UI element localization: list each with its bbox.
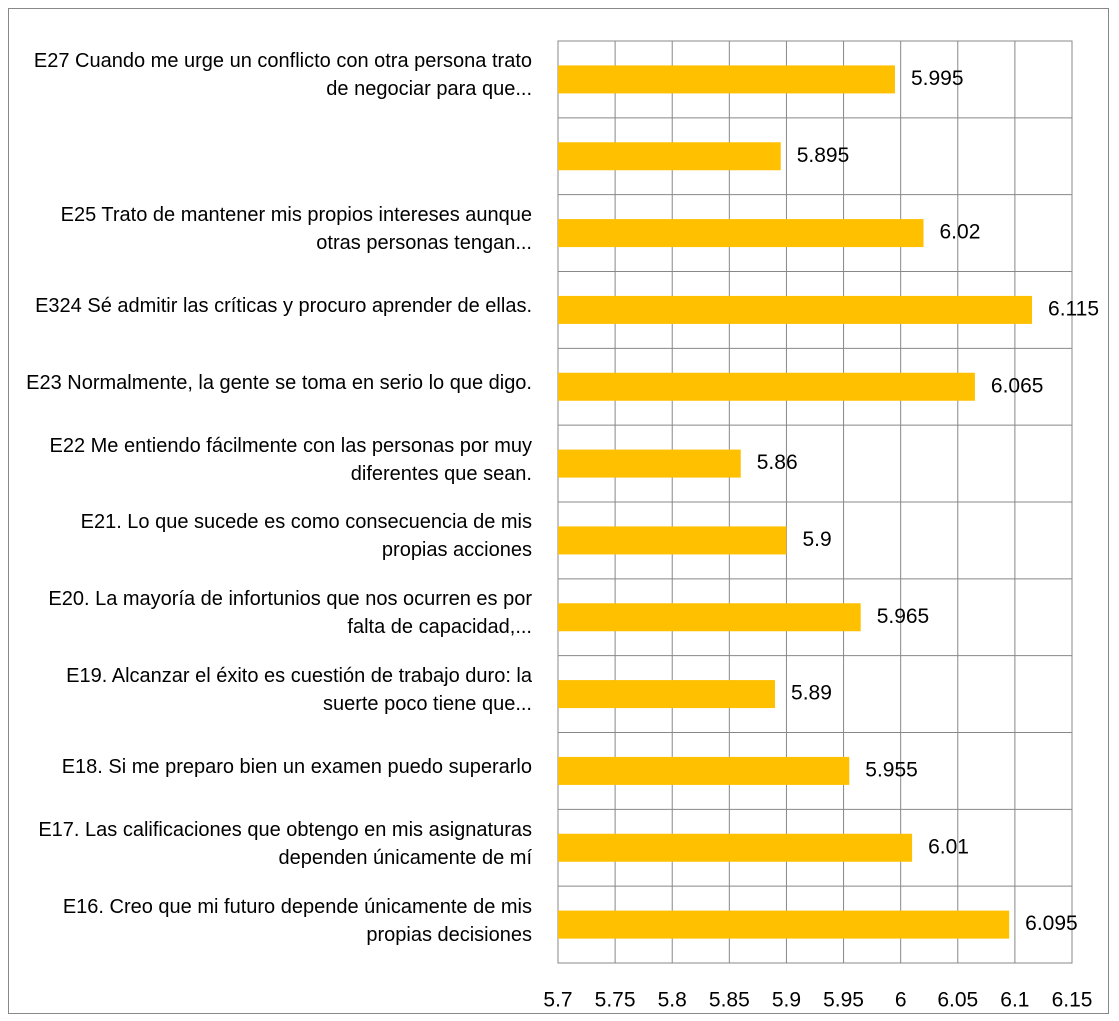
chart-frame	[8, 8, 1109, 1014]
x-tick-label: 5.8	[658, 989, 687, 1012]
x-tick-label: 6.15	[1052, 989, 1093, 1012]
bar	[558, 833, 913, 862]
value-label: 6.065	[991, 374, 1044, 397]
value-label: 6.01	[928, 835, 969, 858]
y-tick-label: E20. La mayoría de infortunios que nos o…	[48, 588, 532, 639]
x-tick-label: 5.7	[543, 989, 572, 1012]
x-tick-label: 5.75	[595, 989, 636, 1012]
value-label: 5.955	[865, 758, 918, 781]
value-label: 5.965	[877, 605, 930, 628]
bar	[558, 372, 975, 401]
y-tick-label: E19. Alcanzar el éxito es cuestión de tr…	[66, 665, 532, 716]
x-tick-label: 6	[895, 989, 907, 1012]
bar	[558, 910, 1010, 939]
bar	[558, 680, 776, 709]
x-tick-label: 6.05	[937, 989, 978, 1012]
x-tick-label: 6.1	[1000, 989, 1029, 1012]
bar	[558, 603, 861, 632]
value-label: 6.115	[1048, 297, 1099, 320]
value-label: 6.095	[1025, 912, 1078, 935]
y-tick-label: E18. Si me preparo bien un examen puedo …	[61, 755, 532, 778]
y-tick-label: E23 Normalmente, la gente se toma en ser…	[26, 371, 532, 394]
value-label: 5.895	[797, 144, 850, 167]
bar	[558, 142, 781, 171]
bar	[558, 295, 1033, 324]
y-tick-label: E22 Me entiendo fácilmente con las perso…	[49, 434, 533, 485]
x-tick-label: 5.95	[823, 989, 864, 1012]
bar	[558, 65, 895, 94]
value-label: 5.995	[911, 67, 964, 90]
bar	[558, 449, 741, 478]
value-label: 5.86	[757, 451, 798, 474]
y-tick-label: E16. Creo que mi futuro depende únicamen…	[62, 895, 532, 946]
y-tick-label: E27 Cuando me urge un conflicto con otra…	[33, 50, 532, 101]
value-label: 5.9	[802, 528, 831, 551]
value-label: 6.02	[940, 221, 981, 244]
y-tick-label: E21. Lo que sucede es como consecuencia …	[80, 511, 532, 562]
bar	[558, 219, 924, 248]
bar	[558, 756, 850, 785]
y-tick-label: E17. Las calificaciones que obtengo en m…	[38, 818, 532, 869]
bar	[558, 526, 787, 555]
x-tick-label: 5.9	[772, 989, 801, 1012]
y-tick-label: E324 Sé admitir las críticas y procuro a…	[35, 294, 532, 317]
y-tick-label: E25 Trato de mantener mis propios intere…	[60, 204, 532, 255]
x-tick-label: 5.85	[709, 989, 750, 1012]
value-label: 5.89	[791, 682, 832, 705]
